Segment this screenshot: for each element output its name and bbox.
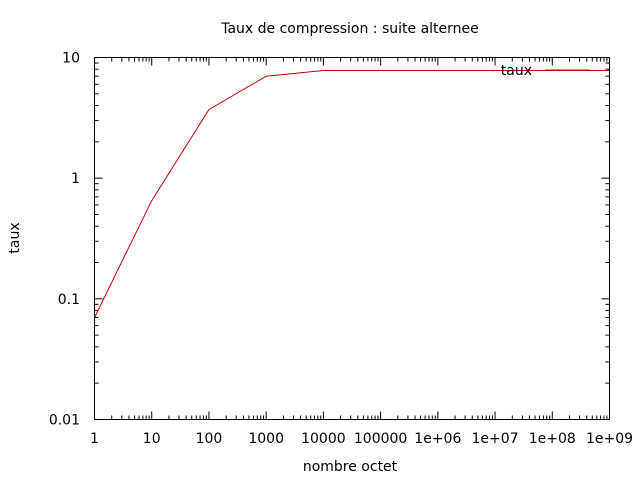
x-tick-label: 1000 [248, 431, 284, 447]
plot-frame [94, 57, 610, 420]
x-axis-label: nombre octet [303, 459, 398, 475]
y-tick-label: 1 [71, 171, 80, 187]
y-tick-label: 10 [62, 51, 80, 67]
x-tick-label: 1e+08 [529, 431, 576, 447]
x-tick-label: 1 [90, 431, 99, 447]
x-tick-label: 1e+09 [586, 431, 633, 447]
y-tick-label: 0.01 [49, 413, 80, 429]
x-tick-label: 100000 [354, 431, 407, 447]
y-tick-label: 0.1 [58, 292, 80, 308]
y-axis-label: taux [7, 222, 23, 253]
x-tick-label: 100 [196, 431, 223, 447]
x-tick-label: 1e+06 [414, 431, 461, 447]
series-line-taux [94, 70, 610, 318]
x-tick-label: 1e+07 [472, 431, 519, 447]
x-tick-label: 10 [143, 431, 161, 447]
chart-title: Taux de compression : suite alternee [220, 21, 479, 37]
x-tick-label: 10000 [301, 431, 346, 447]
legend-label: taux [501, 63, 532, 79]
